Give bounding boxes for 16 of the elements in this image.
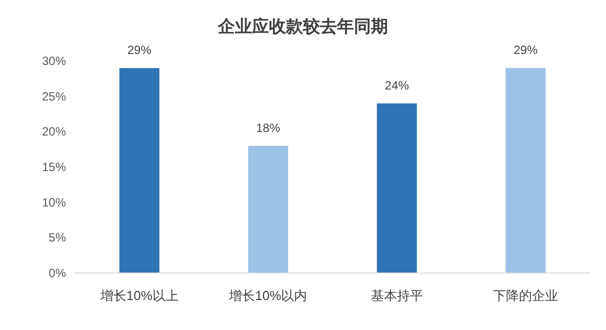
data-label: 29% bbox=[514, 43, 538, 58]
y-tick-label: 15% bbox=[42, 160, 66, 174]
x-tick-label: 下降的企业 bbox=[493, 288, 558, 303]
y-tick-label: 20% bbox=[42, 124, 66, 139]
x-tick-label: 基本持平 bbox=[370, 288, 423, 303]
data-label: 24% bbox=[384, 78, 410, 92]
title: 企业应收款较去年同期 bbox=[218, 17, 388, 36]
x-tick-label: 增长10%以内 bbox=[228, 288, 308, 303]
x-tick-label: 增长10%以上 bbox=[99, 288, 178, 303]
y-tick-label: 5% bbox=[48, 230, 66, 245]
y-tick-label: 10% bbox=[42, 195, 66, 210]
data-label: 29% bbox=[127, 43, 152, 58]
y-tick-label: 30% bbox=[42, 54, 66, 68]
y-tick-label: 25% bbox=[42, 89, 66, 104]
y-tick-label: 0% bbox=[48, 266, 66, 280]
data-label: 18% bbox=[256, 120, 280, 135]
